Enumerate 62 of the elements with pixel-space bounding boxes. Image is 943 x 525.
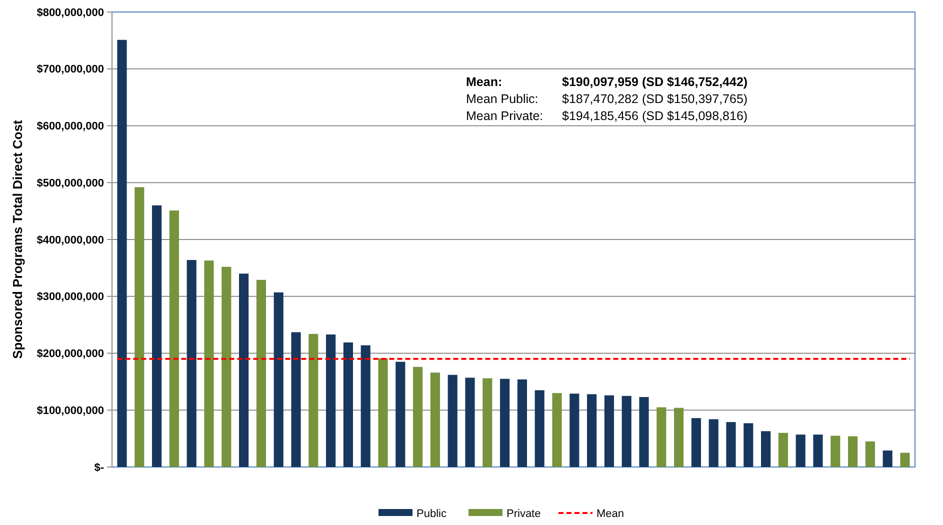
y-tick-label: $-: [94, 462, 104, 474]
bar: [291, 332, 301, 467]
bar: [848, 436, 858, 467]
bar: [587, 394, 597, 467]
bar: [622, 396, 632, 467]
bar: [761, 431, 771, 467]
bar: [396, 362, 406, 467]
bar: [796, 434, 806, 467]
bar: [186, 260, 196, 467]
bar: [343, 342, 353, 467]
bar: [152, 205, 162, 467]
bar: [882, 450, 892, 467]
bar: [900, 452, 910, 467]
bar: [534, 390, 544, 467]
bar: [691, 418, 701, 467]
bar: [708, 419, 718, 467]
bar: [430, 372, 440, 467]
bar: [222, 266, 232, 467]
bar: [117, 40, 127, 467]
y-tick-label: $700,000,000: [36, 64, 104, 76]
bar: [448, 374, 458, 467]
bar: [500, 378, 510, 467]
bar: [778, 432, 788, 467]
bar: [308, 334, 318, 467]
bar: [726, 422, 736, 467]
bar: [744, 423, 754, 467]
bar: [813, 434, 823, 467]
bar: [378, 358, 388, 467]
y-tick-label: $400,000,000: [36, 234, 104, 246]
bar: [865, 441, 875, 467]
bar: [674, 408, 684, 467]
bar: [256, 280, 266, 467]
bar: [465, 378, 475, 467]
bar: [639, 397, 649, 467]
bar: [517, 379, 527, 467]
bar: [552, 393, 562, 467]
bar: [360, 345, 370, 467]
y-tick-label: $600,000,000: [36, 120, 104, 133]
bar: [326, 334, 336, 467]
bar: [482, 378, 492, 467]
y-tick-label: $800,000,000: [36, 6, 104, 19]
y-tick-label: $100,000,000: [36, 404, 104, 417]
bar: [204, 260, 214, 467]
bar: [570, 394, 580, 467]
legend-label: Private: [506, 508, 541, 520]
bar: [134, 187, 144, 467]
legend-label: Mean: [596, 508, 624, 520]
y-tick-label: $200,000,000: [36, 348, 104, 360]
bar: [274, 292, 284, 467]
bar: [413, 366, 423, 467]
bar: [169, 210, 179, 467]
text: Mean: $190,097,959 (SD $146,752,442): [466, 75, 748, 89]
y-tick-label: $500,000,000: [36, 177, 104, 190]
y-axis-title: Sponsored Programs Total Direct Cost: [10, 119, 25, 359]
y-tick-label: $300,000,000: [36, 291, 104, 304]
bar: [656, 407, 666, 467]
text: Mean Private: $194,185,456 (SD $145,098,816): [466, 109, 748, 123]
bar: [830, 436, 840, 467]
legend-label: Public: [416, 508, 447, 520]
bar: [604, 395, 614, 467]
text: Mean Public: $187,470,282 (SD $150,397,765): [466, 92, 748, 106]
bar: [239, 274, 249, 467]
